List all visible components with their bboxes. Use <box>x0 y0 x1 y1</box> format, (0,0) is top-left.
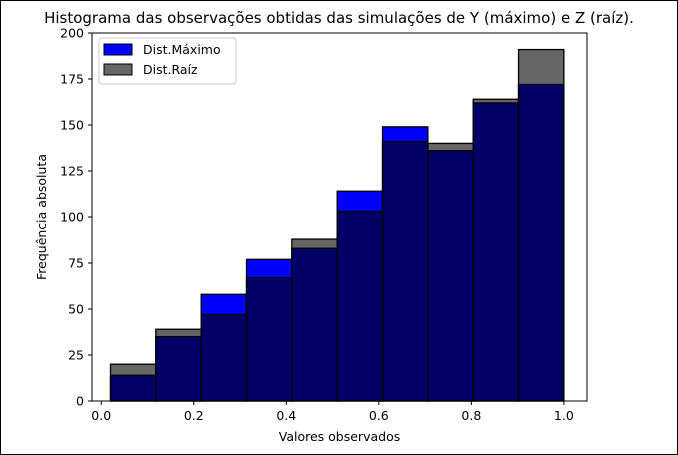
bar-dist-raiz-0 <box>109 363 157 402</box>
legend-swatch-dist-raiz <box>103 63 133 76</box>
bar-dist-raiz-8 <box>472 98 520 402</box>
x-tick-label: 0.2 <box>184 408 204 423</box>
y-axis-label: Frequência absoluta <box>34 154 49 280</box>
chart-title: Histograma das observações obtidas das s… <box>44 9 634 27</box>
y-tick-label: 100 <box>60 210 84 225</box>
x-tick-label: 0.0 <box>91 408 111 423</box>
x-tick-label: 0.6 <box>369 408 389 423</box>
bar-dist-raiz-7 <box>427 142 474 402</box>
bar-dist-raiz-6 <box>381 140 429 402</box>
legend: Dist.Máximo Dist.Raíz <box>98 37 237 85</box>
x-tick-label: 0.4 <box>276 408 296 423</box>
y-axis-ticks: 0 25 50 75 100 125 150 175 200 <box>60 26 92 409</box>
x-axis-ticks: 0.0 0.2 0.4 0.6 0.8 1.0 <box>91 401 574 423</box>
y-tick-label: 125 <box>60 164 84 179</box>
bar-dist-raiz-1 <box>155 328 202 402</box>
y-tick-label: 150 <box>60 118 84 133</box>
y-tick-label: 0 <box>76 394 84 409</box>
bar-dist-raiz-2 <box>200 313 248 402</box>
y-tick-label: 75 <box>68 256 84 271</box>
bar-dist-raiz-3 <box>245 277 293 402</box>
x-axis-label: Valores observados <box>279 429 400 444</box>
y-tick-label: 175 <box>60 72 84 87</box>
legend-box <box>98 37 237 85</box>
bar-dist-raiz-5 <box>336 210 384 402</box>
x-tick-label: 1.0 <box>554 408 574 423</box>
legend-label-dist-raiz: Dist.Raíz <box>143 62 198 77</box>
y-tick-label: 200 <box>60 26 84 41</box>
legend-swatch-dist-maximo <box>103 43 133 56</box>
y-tick-label: 50 <box>68 302 84 317</box>
y-tick-label: 25 <box>68 348 84 363</box>
bar-dist-raiz-4 <box>291 238 338 402</box>
legend-label-dist-maximo: Dist.Máximo <box>143 42 221 57</box>
x-tick-label: 0.8 <box>461 408 481 423</box>
bar-dist-raiz-9 <box>517 48 565 402</box>
bars-layer <box>109 48 565 402</box>
